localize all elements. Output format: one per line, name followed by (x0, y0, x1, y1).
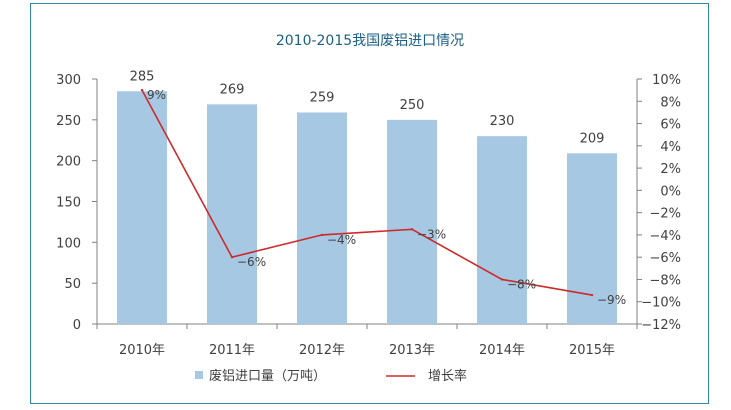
legend: 废铝进口量（万吨） 增长率 (195, 368, 467, 384)
right-axis-tick-label: 10% (652, 73, 681, 88)
right-axis: −12% −10% −8% −6% −4% −2% 0% 2% 4% 6% 8% 10% (636, 73, 681, 333)
chart-title: 2010-2015我国废铝进口情况 (276, 33, 464, 49)
growth-rate-point (590, 293, 594, 297)
bar-data-label: 230 (490, 114, 515, 129)
bar-data-label: 250 (400, 98, 425, 113)
growth-rate-point (410, 228, 414, 231)
chart-svg: 2010-2015我国废铝进口情况 0 50 100 150 200 250 300 −12… (56, 33, 681, 384)
x-axis-tick-label: 2013年 (389, 343, 435, 358)
x-axis-tick-label: 2010年 (119, 343, 165, 358)
legend-bar-label: 废铝进口量（万吨） (209, 368, 326, 384)
line-series: 9% −6% −4% −3% −8% −9% (140, 88, 626, 307)
growth-rate-line (141, 89, 593, 296)
right-axis-tick-label: 6% (660, 118, 681, 133)
bar-2014年 (477, 136, 527, 324)
x-axis-tick-label: 2012年 (299, 343, 345, 358)
growth-rate-point (140, 88, 144, 92)
growth-rate-data-label: −4% (327, 233, 356, 247)
left-axis-tick-label: 100 (56, 236, 81, 251)
bar-data-label: 285 (130, 69, 155, 84)
growth-rate-data-label: −6% (237, 255, 266, 269)
left-axis-tick-label: 300 (56, 73, 81, 88)
bar-2010年 (117, 91, 167, 324)
right-axis-tick-label: −10% (641, 296, 681, 311)
legend-line-label: 增长率 (428, 368, 467, 384)
growth-rate-data-label: −9% (597, 293, 626, 307)
growth-rate-point (230, 255, 234, 259)
legend-bar-swatch (195, 371, 203, 379)
growth-rate-data-label: −8% (507, 277, 536, 291)
left-axis-tick-label: 150 (56, 196, 81, 211)
left-axis: 0 50 100 150 200 250 300 (56, 73, 98, 333)
growth-rate-data-label: 9% (147, 88, 166, 102)
bar-2013年 (387, 119, 437, 324)
bar-data-label: 269 (220, 82, 245, 97)
growth-rate-point (320, 233, 324, 237)
right-axis-tick-label: −2% (649, 207, 681, 222)
bar-2011年 (207, 104, 257, 324)
right-axis-tick-label: 2% (660, 162, 681, 177)
right-axis-tick-label: −8% (649, 273, 681, 288)
right-axis-tick-label: 8% (660, 95, 681, 110)
left-axis-tick-label: 50 (64, 277, 81, 292)
growth-rate-data-label: −3% (417, 227, 446, 241)
right-axis-tick-label: 4% (660, 140, 681, 155)
x-axis-tick-label: 2014年 (479, 343, 525, 358)
chart-frame: 2010-2015我国废铝进口情况 0 50 100 150 200 250 300 −12… (30, 3, 709, 404)
growth-rate-point (500, 278, 504, 281)
x-axis-tick-label: 2011年 (209, 343, 255, 358)
bar-data-label: 209 (580, 131, 605, 146)
right-axis-tick-label: −4% (649, 229, 681, 244)
bar-series: 285 269 259 250 230 209 (117, 69, 617, 324)
left-axis-tick-label: 200 (56, 155, 81, 170)
bar-data-label: 259 (310, 90, 335, 105)
left-axis-tick-label: 250 (56, 114, 81, 129)
x-axis-tick-label: 2015年 (569, 343, 615, 358)
right-axis-tick-label: 0% (660, 184, 681, 199)
right-axis-tick-label: −12% (641, 318, 681, 333)
left-axis-tick-label: 0 (73, 318, 81, 333)
bar-2012年 (297, 112, 347, 324)
right-axis-tick-label: −6% (649, 251, 681, 266)
x-axis: 2010年 2011年 2012年 2013年 2014年 2015年 (96, 323, 638, 358)
